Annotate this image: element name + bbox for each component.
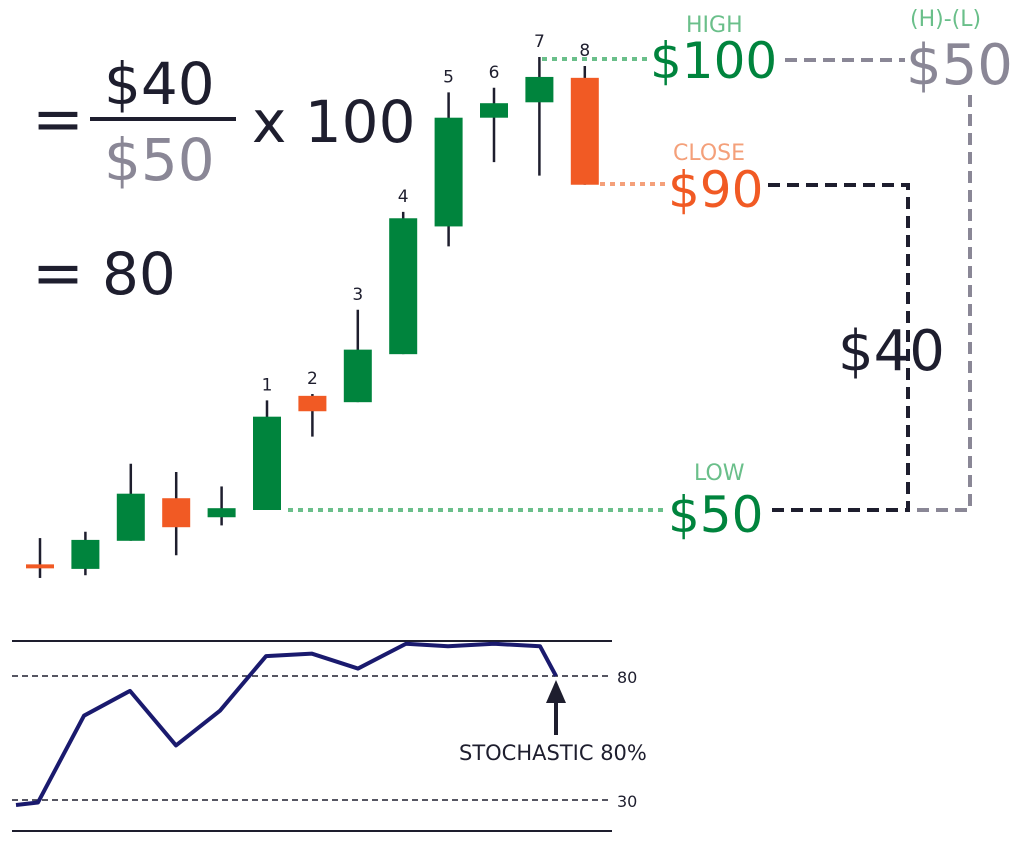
tick-label-30: 30 (617, 792, 637, 811)
candle-body (162, 498, 191, 528)
formula-equals: = (32, 82, 84, 155)
candle: 7 (525, 32, 554, 176)
connectors (288, 57, 972, 512)
candle (71, 531, 100, 576)
candlestick-chart: 1 2 3 4 5 6 7 8 (26, 32, 599, 578)
candle-body (389, 218, 418, 355)
candle-body (253, 416, 281, 510)
candle (116, 463, 145, 541)
candle-body (480, 103, 508, 118)
candle-body (570, 77, 599, 185)
low-label: LOW (694, 461, 745, 486)
range-value: $50 (906, 33, 1013, 98)
stochastic-label: STOCHASTIC 80% (459, 741, 647, 765)
arrow-up-icon (546, 680, 566, 703)
candle-body (116, 493, 145, 541)
candle-label: 8 (579, 41, 590, 61)
candle-label: 1 (262, 375, 273, 395)
candle-label: 5 (443, 67, 454, 87)
candle-body (298, 395, 327, 412)
range-dashed-line (910, 95, 972, 512)
candle-body (207, 508, 236, 518)
low-value: $50 (668, 486, 763, 544)
candle (26, 538, 54, 578)
candle-label: 6 (489, 63, 500, 83)
candle: 8 (570, 41, 599, 185)
candle (207, 486, 236, 526)
stochastic-line (15, 641, 558, 807)
annotations: HIGH $100 (H)-(L) $50 CLOSE $90 $40 LOW … (650, 7, 1013, 544)
close-low-dashed-line (768, 183, 910, 512)
high-label: HIGH (686, 13, 743, 38)
difference-value: $40 (838, 319, 945, 384)
candle-label: 2 (307, 369, 318, 389)
candle-body (434, 117, 463, 227)
close-label: CLOSE (673, 141, 745, 166)
candle: 6 (480, 63, 508, 163)
oscillator-panel: 80 30 STOCHASTIC 80% (12, 640, 647, 832)
high-value: $100 (650, 32, 777, 90)
candle-body (71, 539, 100, 569)
tick-label-80: 80 (617, 668, 637, 687)
formula-denominator: $50 (104, 126, 215, 194)
formula-numerator: $40 (104, 50, 215, 118)
candle: 4 (389, 187, 418, 355)
candle-label: 3 (352, 285, 363, 305)
candle-body (343, 349, 372, 403)
candle-label: 7 (534, 32, 545, 52)
candle-body (26, 564, 54, 569)
formula-multiplier: x 100 (252, 88, 415, 156)
candle: 5 (434, 67, 463, 247)
range-label: (H)-(L) (910, 7, 981, 32)
candle (162, 471, 191, 556)
result-equals: = (32, 236, 84, 309)
formula-result: 80 (102, 240, 176, 308)
formula: = $40 $50 x 100 = 80 (32, 50, 415, 309)
candle: 3 (343, 285, 372, 403)
candle-body (525, 76, 554, 103)
candle: 2 (298, 369, 327, 437)
close-value: $90 (668, 161, 763, 219)
candle-label: 4 (398, 187, 409, 207)
candle: 1 (253, 375, 281, 510)
